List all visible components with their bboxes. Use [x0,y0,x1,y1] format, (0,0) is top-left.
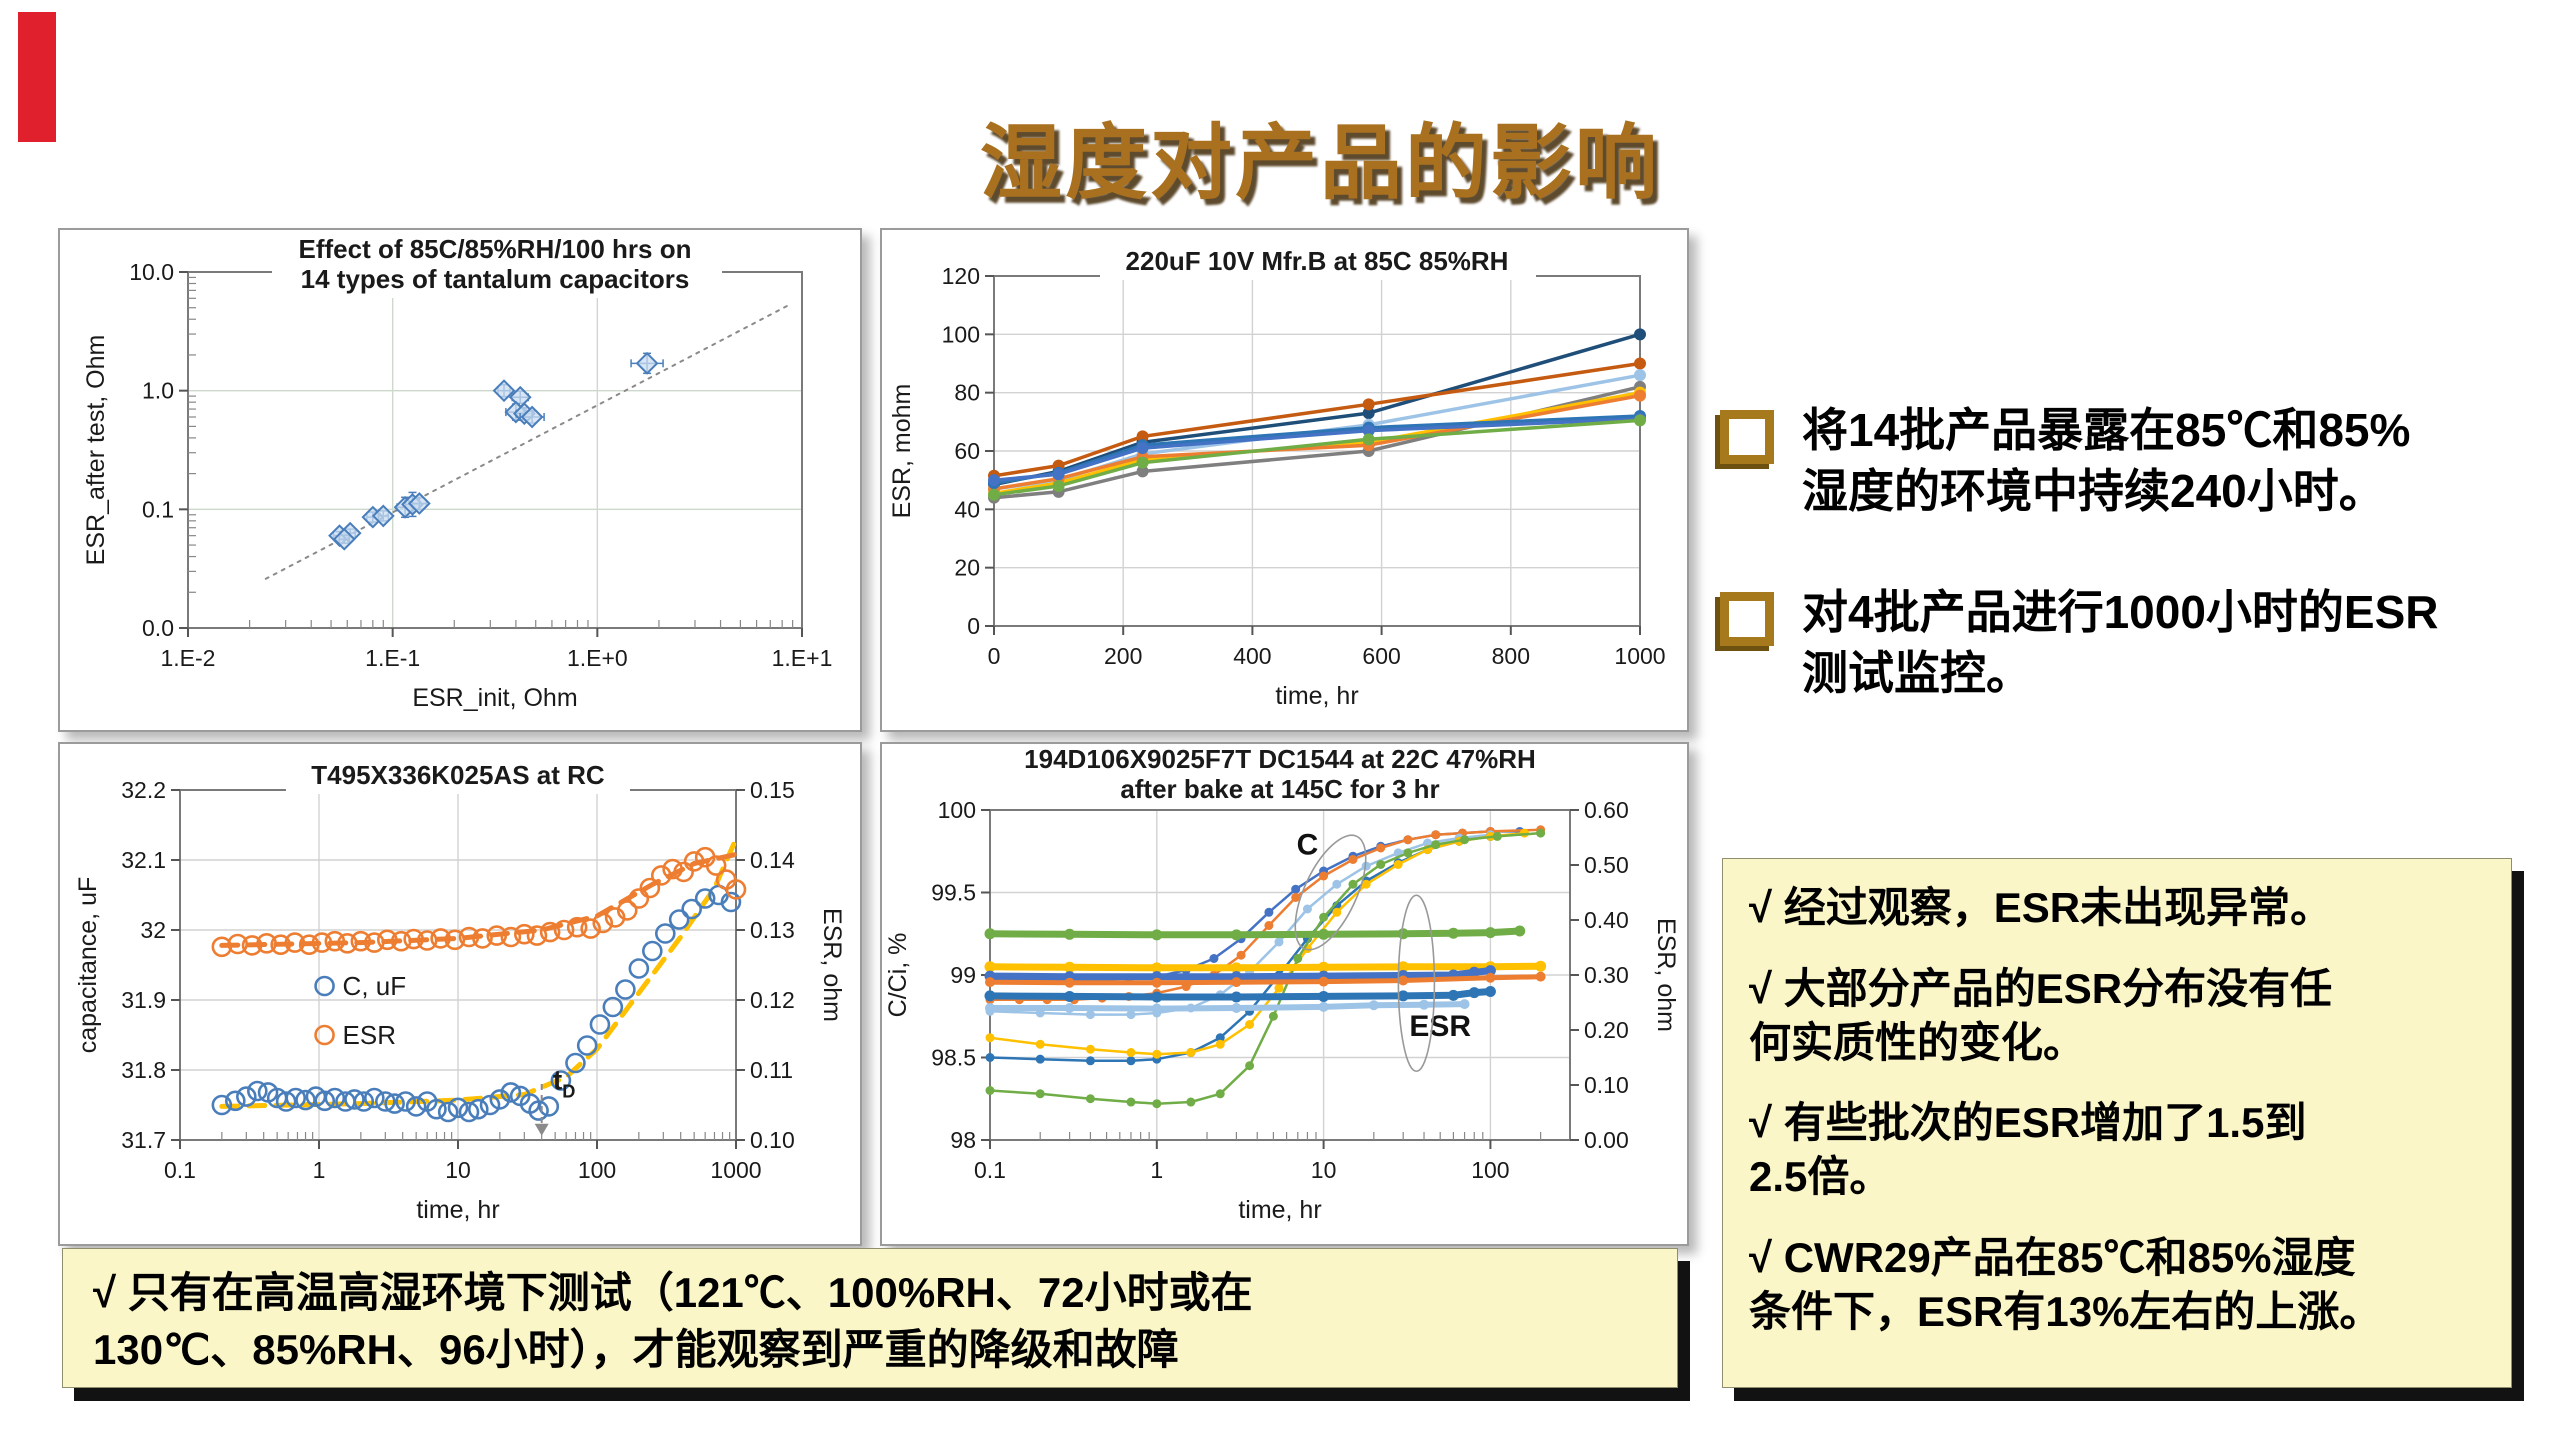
svg-text:0.1: 0.1 [974,1157,1006,1183]
svg-text:100: 100 [578,1157,616,1183]
svg-text:1: 1 [1150,1157,1163,1183]
bullet-item-esr-monitoring: 对4批产品进行1000小时的ESR 测试监控。 [1720,582,2560,703]
svg-text:0.12: 0.12 [750,987,795,1013]
svg-text:31.9: 31.9 [121,987,166,1013]
svg-text:0.00: 0.00 [1584,1127,1629,1153]
chart-panel-esr-scatter: 1.E-2 1.E-1 1.E+0 1.E+1 0.0 0.1 1.0 10.0 ESR_ini… [58,228,862,732]
svg-text:31.7: 31.7 [121,1127,166,1153]
svg-text:100: 100 [1471,1157,1509,1183]
svg-text:98: 98 [950,1127,976,1153]
svg-text:32: 32 [140,917,166,943]
svg-text:100: 100 [938,797,976,823]
svg-text:time, hr: time, hr [1238,1196,1321,1224]
svg-text:220uF 10V Mfr.B at 85C 85%RH: 220uF 10V Mfr.B at 85C 85%RH [1126,246,1509,276]
svg-text:98.5: 98.5 [931,1045,976,1071]
svg-text:ESR, ohm: ESR, ohm [1652,918,1680,1032]
svg-text:60: 60 [954,438,980,464]
svg-text:Effect of 85C/85%RH/100 hrs on: Effect of 85C/85%RH/100 hrs on [298,234,691,264]
svg-text:ESR, mohm: ESR, mohm [888,384,916,519]
svg-text:1.E+1: 1.E+1 [772,645,833,671]
svg-text:0.50: 0.50 [1584,852,1629,878]
svg-text:ESR_after test, Ohm: ESR_after test, Ohm [82,335,110,566]
bullet-text: 对4批产品进行1000小时的ESR 测试监控。 [1802,586,2439,699]
svg-text:80: 80 [954,380,980,406]
finding-item: √ 有些批次的ESR增加了1.5到 2.5倍。 [1749,1099,2307,1200]
svg-text:100: 100 [942,321,980,347]
svg-text:0.15: 0.15 [750,777,795,803]
svg-text:0.10: 0.10 [1584,1072,1629,1098]
svg-text:31.8: 31.8 [121,1057,166,1083]
svg-text:14 types of tantalum capacitor: 14 types of tantalum capacitors [301,264,690,294]
svg-text:800: 800 [1492,643,1530,669]
svg-text:0.1: 0.1 [142,496,174,522]
bullet-item-exposure: 将14批产品暴露在85℃和85% 湿度的环境中持续240小时。 [1720,400,2560,521]
esr-vs-time-chart: 0 200 400 600 800 1000 0 20 40 60 80 100 120 time, hr… [888,244,1666,710]
svg-text:200: 200 [1104,643,1142,669]
svg-text:0: 0 [988,643,1001,669]
svg-text:1000: 1000 [1614,643,1665,669]
svg-text:0.11: 0.11 [750,1057,793,1083]
svg-text:1.0: 1.0 [142,378,174,404]
svg-text:10: 10 [1311,1157,1337,1183]
svg-text:C: C [1297,829,1319,862]
svg-text:600: 600 [1362,643,1400,669]
svg-text:1.E-1: 1.E-1 [365,645,420,671]
svg-text:40: 40 [954,496,980,522]
conclusion-text: √ 只有在高温高湿环境下测试（121℃、100%RH、72小时或在 130℃、8… [93,1269,1253,1374]
cci-esr-chart: 0.1 1 10 100 98 98.5 99 99.5 100 0.00 0.10 0.20 0.30… [884,744,1680,1224]
svg-text:C, uF: C, uF [343,971,407,1001]
svg-text:400: 400 [1233,643,1271,669]
svg-text:32.2: 32.2 [121,777,166,803]
svg-text:0.40: 0.40 [1584,907,1629,933]
esr-scatter-chart: 1.E-2 1.E-1 1.E+0 1.E+1 0.0 0.1 1.0 10.0 ESR_ini… [82,232,833,712]
svg-text:120: 120 [942,263,980,289]
bullet-text: 将14批产品暴露在85℃和85% 湿度的环境中持续240小时。 [1802,404,2411,517]
svg-text:ESR_init, Ohm: ESR_init, Ohm [412,684,577,712]
svg-text:0.13: 0.13 [750,917,795,943]
svg-text:1000: 1000 [710,1157,761,1183]
svg-text:10.0: 10.0 [129,259,174,285]
finding-item: √ CWR29产品在85℃和85%湿度 条件下，ESR有13%左右的上涨。 [1749,1233,2382,1335]
svg-text:194D106X9025F7T DC1544 at 22C: 194D106X9025F7T DC1544 at 22C 47%RH [1024,744,1536,774]
svg-text:99: 99 [950,962,976,988]
svg-text:0.10: 0.10 [750,1127,795,1153]
svg-text:T495X336K025AS at RC: T495X336K025AS at RC [311,760,605,790]
red-accent-bar [18,12,56,142]
svg-text:0.1: 0.1 [164,1157,196,1183]
svg-text:C/Ci, %: C/Ci, % [884,933,912,1018]
svg-text:1.E-2: 1.E-2 [161,645,216,671]
findings-box: √ 经过观察，ESR未出现异常。 √ 大部分产品的ESR分布没有任 何实质性的变… [1722,858,2512,1388]
svg-text:0.20: 0.20 [1584,1017,1629,1043]
svg-text:time, hr: time, hr [1275,682,1358,710]
svg-text:ESR: ESR [343,1020,396,1050]
svg-text:ESR: ESR [1409,1010,1471,1043]
conclusion-box: √ 只有在高温高湿环境下测试（121℃、100%RH、72小时或在 130℃、8… [62,1248,1678,1388]
svg-text:0.60: 0.60 [1584,797,1629,823]
svg-text:0: 0 [967,613,980,639]
svg-text:0.30: 0.30 [1584,962,1629,988]
chart-panel-esr-vs-time: 0 200 400 600 800 1000 0 20 40 60 80 100 120 time, hr… [880,228,1689,732]
square-bullet-icon [1720,592,1774,646]
svg-text:ESR, ohm: ESR, ohm [818,908,846,1022]
capacitance-esr-chart: 0.1 1 10 100 100031.731.831.93232.132.20.100… [74,758,846,1224]
svg-text:1: 1 [313,1157,326,1183]
svg-text:capacitance, uF: capacitance, uF [74,877,102,1054]
svg-text:99.5: 99.5 [931,880,976,906]
svg-text:10: 10 [445,1157,471,1183]
svg-text:time, hr: time, hr [416,1196,499,1224]
svg-text:1.E+0: 1.E+0 [567,645,628,671]
svg-text:32.1: 32.1 [121,847,166,873]
square-bullet-icon [1720,410,1774,464]
finding-item: √ 大部分产品的ESR分布没有任 何实质性的变化。 [1749,964,2333,1066]
svg-text:20: 20 [954,555,980,581]
svg-text:0.0: 0.0 [142,615,174,641]
chart-panel-cci-esr: 0.1 1 10 100 98 98.5 99 99.5 100 0.00 0.10 0.20 0.30… [880,742,1689,1246]
svg-text:after bake at 145C for 3 hr: after bake at 145C for 3 hr [1120,774,1439,804]
svg-text:0.14: 0.14 [750,847,795,873]
slide-title: 湿度对产品的影响 [979,118,1660,209]
chart-panel-capacitance-esr: 0.1 1 10 100 1000 31.7 31.8 31.9 32 32.1 32.2 0.10 0… [58,742,862,1246]
finding-item: √ 经过观察，ESR未出现异常。 [1749,884,2333,931]
